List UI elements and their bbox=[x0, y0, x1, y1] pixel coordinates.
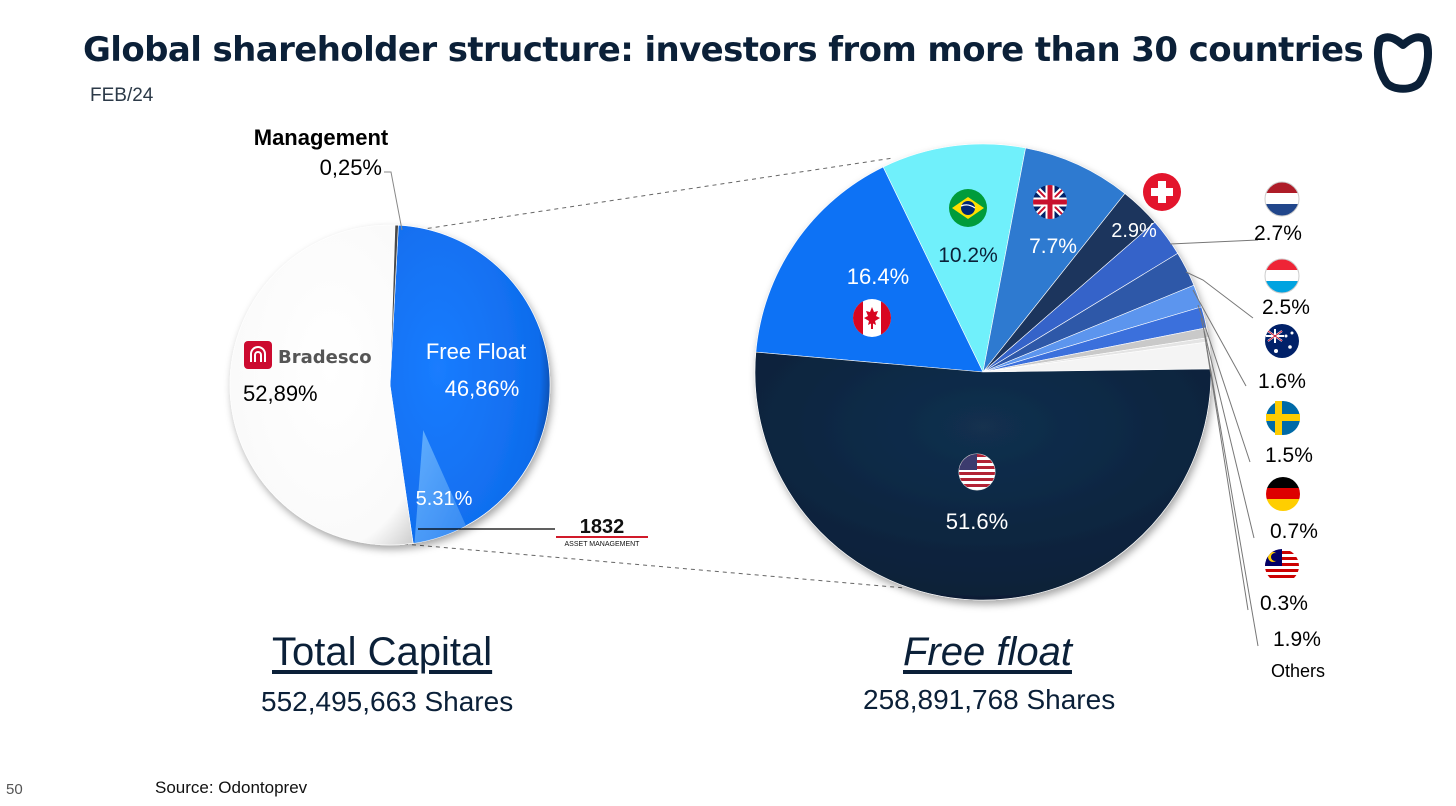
source-note: Source: Odontoprev bbox=[155, 778, 308, 797]
free-float-shares: 258,891,768 Shares bbox=[863, 684, 1116, 715]
asset-1832-slice bbox=[414, 430, 466, 544]
bradesco-logo: Bradesco bbox=[244, 341, 372, 369]
uk-slice bbox=[982, 147, 1126, 373]
page-title: Global shareholder structure: investors … bbox=[83, 30, 1364, 70]
connector-line-bottom bbox=[403, 543, 906, 589]
australia-value: 1.6% bbox=[1258, 370, 1306, 393]
canada-value: 16.4% bbox=[847, 264, 909, 289]
netherlands-value: 2.7% bbox=[1254, 222, 1302, 245]
us-value: 51.6% bbox=[946, 509, 1008, 534]
asset-1832-value: 5.31% bbox=[416, 488, 473, 510]
total-capital-title: Total Capital bbox=[272, 630, 493, 674]
sweden-value: 1.5% bbox=[1265, 444, 1313, 467]
page-subtitle: FEB/24 bbox=[90, 85, 154, 106]
asset-1832-label: 1832 bbox=[580, 516, 625, 538]
total-capital-shares: 552,495,663 Shares bbox=[261, 686, 514, 717]
bradesco-value: 52,89% bbox=[243, 381, 318, 406]
bradesco-label: Bradesco bbox=[278, 347, 372, 368]
australia-flag bbox=[1265, 324, 1299, 358]
netherlands-flag bbox=[1264, 181, 1300, 217]
free-float-label: Free Float bbox=[426, 339, 526, 364]
management-leader-line bbox=[384, 171, 403, 231]
free-float-title: Free float bbox=[903, 630, 1072, 674]
free-float-value: 46,86% bbox=[445, 376, 520, 401]
others-label: Others bbox=[1271, 661, 1325, 681]
sweden-flag bbox=[1266, 401, 1300, 435]
asset-1832-sublabel: ASSET MANAGEMENT bbox=[565, 541, 641, 548]
management-label: Management bbox=[254, 125, 389, 150]
malaysia-value: 0.3% bbox=[1260, 592, 1308, 615]
brazil-value: 10.2% bbox=[938, 244, 998, 267]
small-slice-leader-lines bbox=[1169, 239, 1259, 647]
brazil-flag bbox=[949, 189, 987, 227]
connector-line-top bbox=[403, 157, 894, 233]
management-slice bbox=[389, 224, 399, 386]
1832-asset-management-logo: 1832 ASSET MANAGEMENT bbox=[556, 516, 648, 548]
germany-flag bbox=[1266, 477, 1300, 511]
switzerland-value: 2.9% bbox=[1111, 220, 1157, 242]
odontoprev-logo bbox=[1374, 33, 1432, 93]
uk-flag bbox=[1033, 185, 1067, 219]
others-value: 1.9% bbox=[1273, 628, 1321, 651]
total-capital-pie bbox=[229, 224, 551, 546]
page-number: 50 bbox=[6, 781, 23, 798]
management-value: 0,25% bbox=[320, 155, 382, 180]
us-flag-detail bbox=[959, 454, 995, 490]
uk-value: 7.7% bbox=[1029, 235, 1077, 258]
luxembourg-flag bbox=[1264, 258, 1300, 294]
canada-flag bbox=[853, 299, 891, 337]
malaysia-flag bbox=[1265, 549, 1299, 583]
germany-value: 0.7% bbox=[1270, 520, 1318, 543]
switzerland-flag bbox=[1143, 173, 1181, 211]
canada-slice bbox=[755, 166, 984, 373]
luxembourg-value: 2.5% bbox=[1262, 296, 1310, 319]
brazil-slice bbox=[882, 143, 1026, 373]
bradesco-slice bbox=[229, 224, 414, 546]
